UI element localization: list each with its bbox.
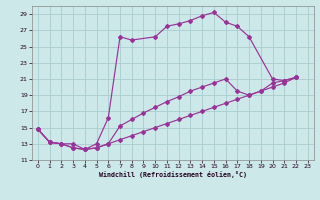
X-axis label: Windchill (Refroidissement éolien,°C): Windchill (Refroidissement éolien,°C) bbox=[99, 171, 247, 178]
